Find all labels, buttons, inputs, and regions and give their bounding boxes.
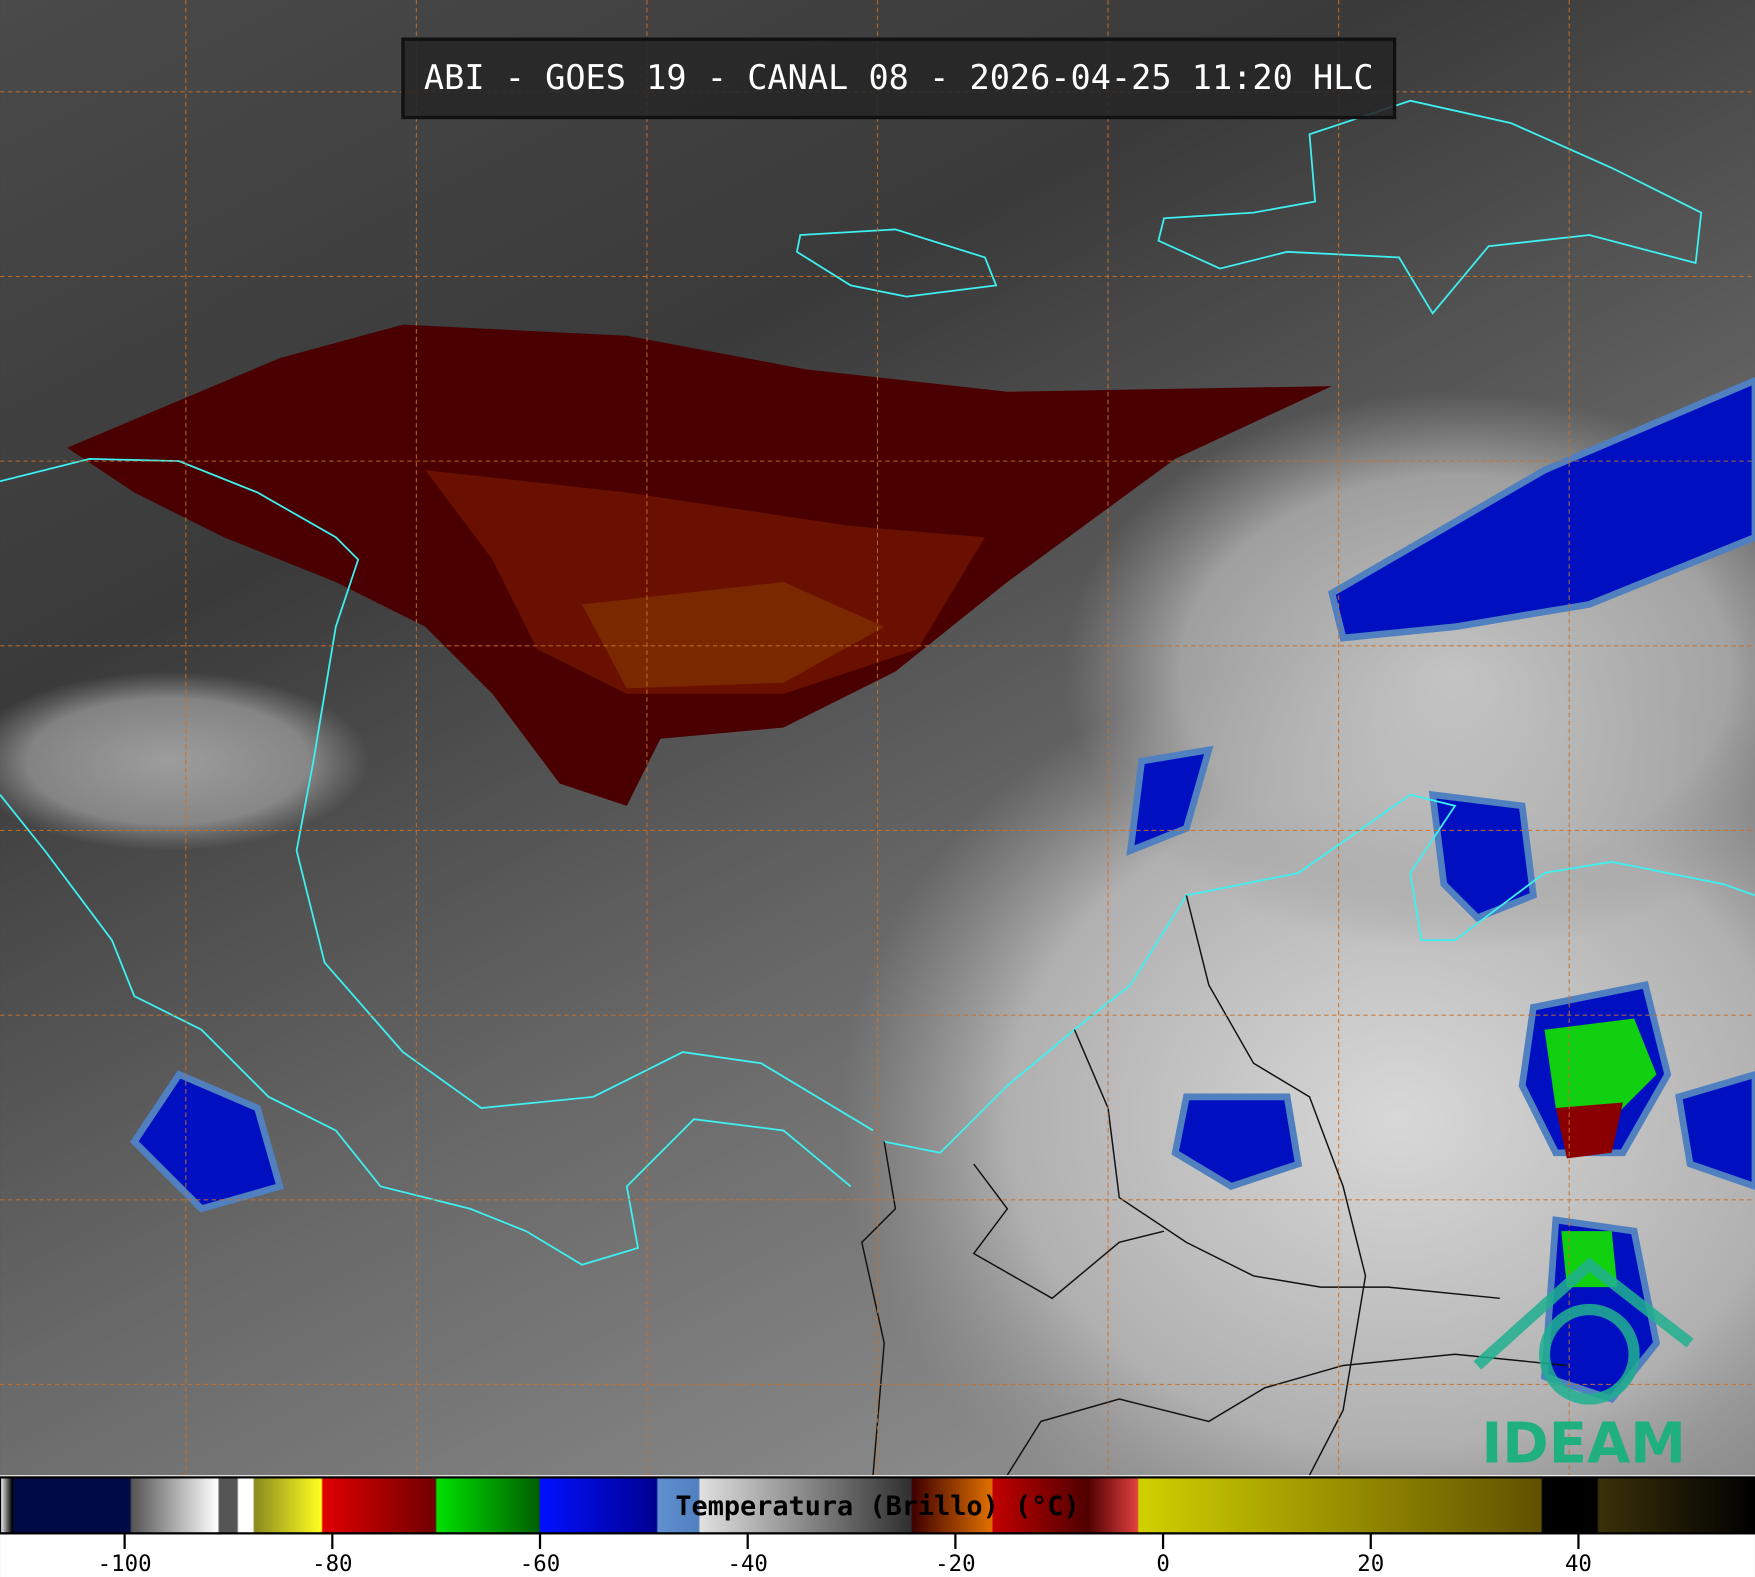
tick-label: 20 [1357,1551,1384,1577]
title-box [401,37,1397,120]
cloud-light [0,671,370,851]
colorbar [0,1476,1755,1535]
colorbar-ticks: -100 -80 -60 -40 -20 0 20 40 [98,1533,1592,1577]
overshooting-top [1555,1102,1623,1159]
tick-label: 0 [1156,1551,1169,1577]
logo-emblem [1473,1257,1694,1405]
coastline [0,99,1755,1266]
tick-label: -20 [935,1551,975,1577]
admin-borders [861,895,1568,1476]
logo-text: IDEAM [1481,1411,1685,1476]
tick-label: -100 [98,1551,152,1577]
tick-label: -60 [520,1551,560,1577]
colorbar-label: Temperatura (Brillo) (°C) [675,1491,1079,1522]
cold-cloud-core [582,582,885,689]
tick-label: -80 [312,1551,352,1577]
tick-label: -40 [727,1551,767,1577]
lat-lon-grid [0,0,1755,1476]
title: ABI - GOES 19 - CANAL 08 - 2026-04-25 11… [424,58,1374,97]
tick-label: 40 [1565,1551,1592,1577]
